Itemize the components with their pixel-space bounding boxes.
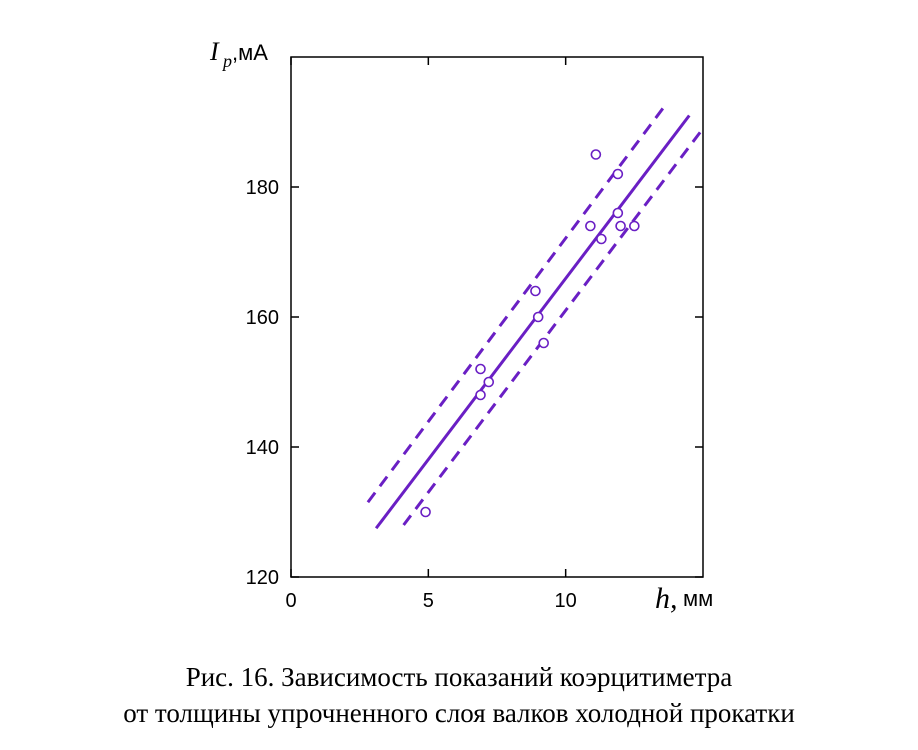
x-tick-label: 5: [423, 590, 434, 612]
upper-confidence-line: [366, 101, 669, 504]
caption-line-2: от толщины упрочненного слоя валков холо…: [123, 698, 795, 728]
lower-confidence-line: [402, 127, 705, 526]
x-tick-label: 10: [555, 590, 577, 612]
data-point: [475, 389, 486, 401]
data-point: [538, 337, 549, 349]
axis-ticks: 120 140 160 180 0 5 10: [246, 57, 703, 612]
y-axis-label: I p ,мА: [209, 37, 268, 71]
data-point: [475, 363, 486, 375]
x-axis-label: h, мм: [655, 582, 713, 615]
y-axis-unit: ,мА: [232, 40, 268, 65]
y-tick-label: 160: [246, 307, 279, 329]
data-point: [612, 168, 624, 180]
data-point: [483, 376, 495, 388]
data-point: [596, 233, 607, 245]
data-point: [612, 207, 624, 219]
x-tick-label: 0: [285, 590, 296, 612]
data-point: [420, 506, 431, 518]
y-tick-label: 180: [246, 177, 279, 199]
y-axis-symbol: I: [209, 37, 220, 66]
y-tick-label: 140: [246, 437, 279, 459]
data-point: [585, 220, 596, 232]
data-point: [629, 220, 640, 232]
caption-line-1: Рис. 16. Зависимость показаний коэрцитим…: [185, 662, 733, 692]
data-point: [590, 149, 602, 160]
x-axis-unit: мм: [683, 586, 713, 611]
data-point: [530, 285, 541, 297]
y-tick-label: 120: [246, 567, 279, 589]
data-points: [420, 149, 640, 518]
scatter-chart: 120 140 160 180 0 5 10 I p ,мА h, мм: [209, 37, 713, 615]
data-point: [532, 311, 544, 323]
fit-line: [374, 114, 691, 530]
data-point: [615, 220, 626, 232]
y-axis-subscript: p: [221, 51, 232, 71]
plot-frame: [290, 56, 704, 578]
regression-lines: [366, 101, 705, 530]
x-axis-symbol: h,: [655, 582, 678, 615]
